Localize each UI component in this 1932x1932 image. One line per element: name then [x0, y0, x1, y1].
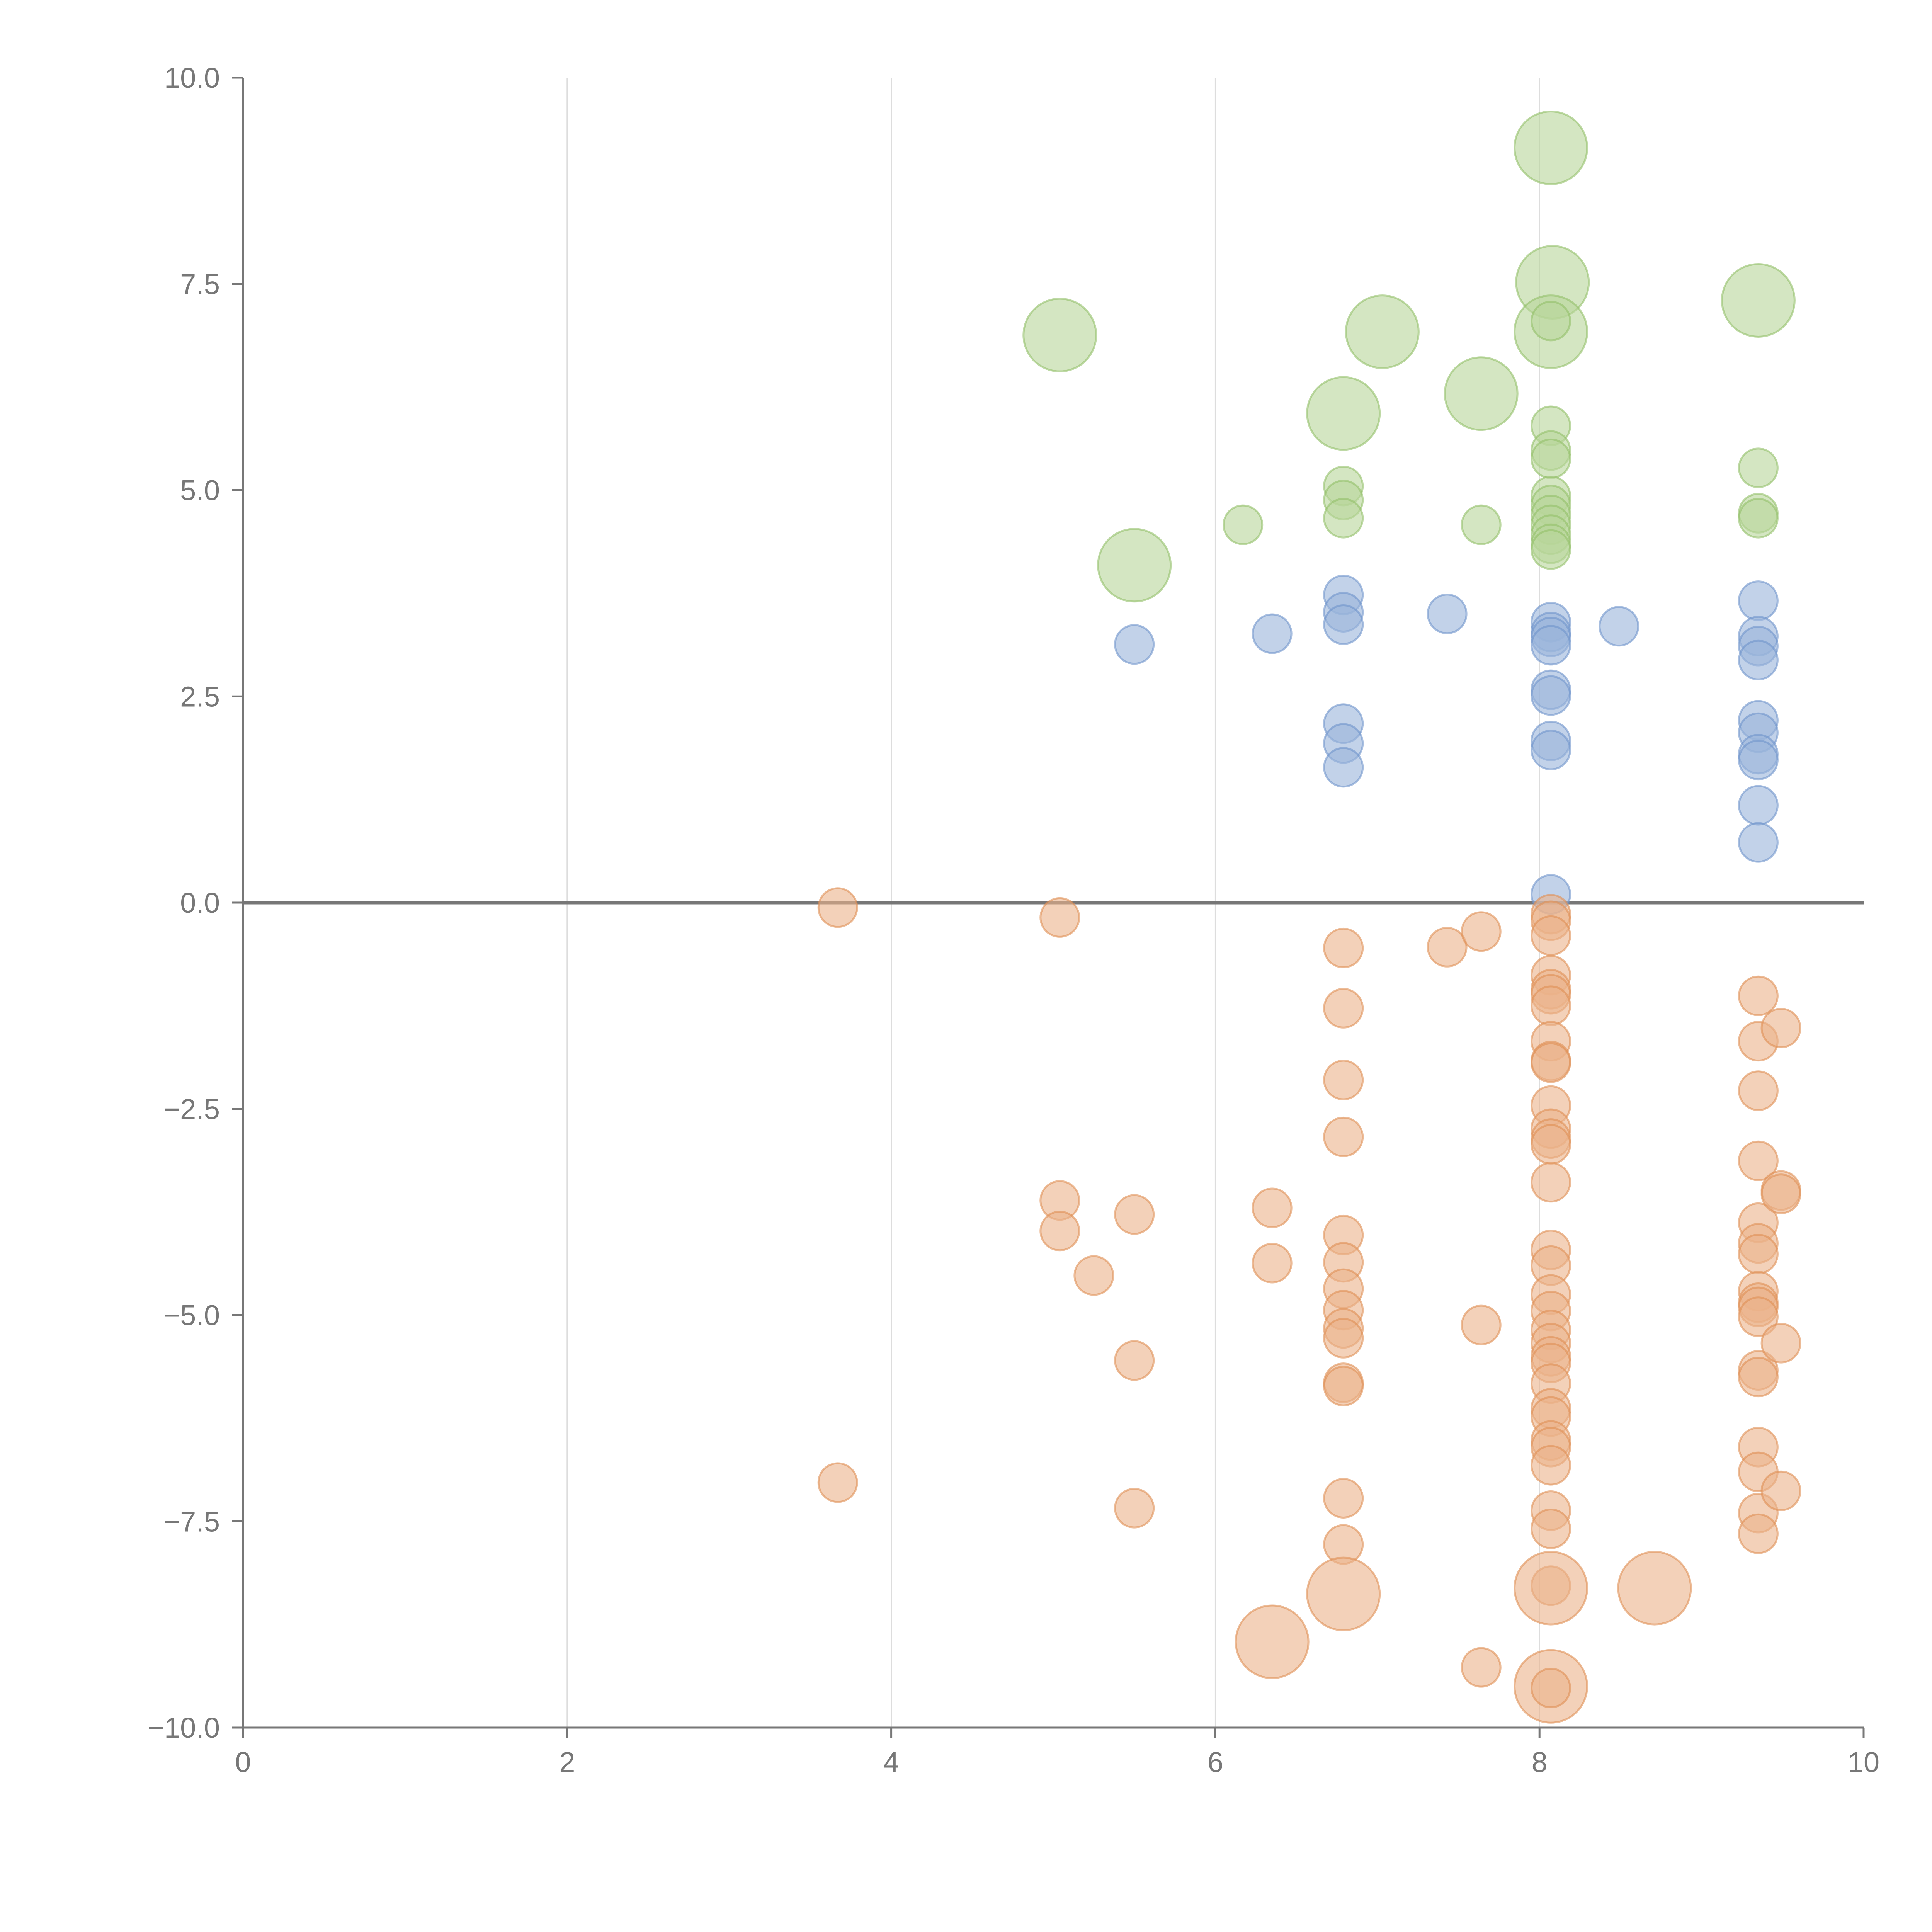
orange-point — [1252, 1187, 1293, 1228]
orange-point — [1531, 1162, 1571, 1203]
green-point — [1022, 298, 1097, 372]
orange-point — [1531, 985, 1571, 1026]
orange-point — [1323, 1478, 1364, 1519]
orange-point — [1760, 1173, 1801, 1214]
blue-point — [1738, 580, 1779, 621]
orange-point — [1531, 1124, 1571, 1165]
orange-point — [1323, 1116, 1364, 1157]
orange-point — [1461, 1647, 1502, 1688]
orange-point — [1461, 911, 1502, 952]
green-point — [1097, 528, 1172, 603]
green-point — [1461, 504, 1502, 545]
axes: 0 2 4 6 8 10 10.0 7.5 5.0 2.5 0.0 −2.5 −5.0 −7.5 −10.0 — [148, 62, 1879, 1778]
y-tick-label: 7.5 — [180, 268, 220, 300]
orange-point — [1235, 1604, 1310, 1679]
orange-point — [1738, 1234, 1779, 1275]
x-tick-label: 2 — [559, 1746, 575, 1778]
blue-point — [1427, 594, 1468, 634]
green-point — [1531, 301, 1571, 342]
x-tick-label: 4 — [883, 1746, 899, 1778]
orange-point — [1306, 1556, 1381, 1631]
orange-point — [1114, 1194, 1155, 1235]
orange-point — [1738, 975, 1779, 1016]
green-point — [1738, 498, 1779, 539]
blue-point — [1323, 747, 1364, 788]
orange-point — [1760, 1323, 1801, 1364]
green-point — [1306, 376, 1381, 451]
orange-point — [1531, 1042, 1571, 1083]
x-tick-label: 8 — [1532, 1746, 1548, 1778]
y-tick-label: 5.0 — [180, 474, 220, 507]
green-point — [1514, 110, 1588, 185]
y-tick-label: 2.5 — [180, 680, 220, 713]
orange-point — [1039, 897, 1080, 938]
orange-point — [1531, 1445, 1571, 1486]
green-point — [1223, 504, 1264, 545]
blue-point — [1599, 606, 1639, 647]
green-point — [1531, 529, 1571, 570]
orange-point — [1323, 988, 1364, 1029]
blue-point — [1252, 613, 1293, 654]
blue-point — [1738, 822, 1779, 863]
orange-point — [1531, 1668, 1571, 1709]
green-point — [1444, 356, 1519, 431]
green-point — [1721, 263, 1796, 338]
orange-point — [1323, 1318, 1364, 1359]
orange-point — [1461, 1304, 1502, 1345]
orange-point — [1252, 1243, 1293, 1284]
orange-point — [817, 1462, 858, 1503]
y-tick-label: −5.0 — [163, 1299, 220, 1332]
x-tick-label: 0 — [235, 1746, 251, 1778]
green-point — [1738, 447, 1779, 488]
blue-point — [1531, 675, 1571, 716]
y-tick-label: −7.5 — [163, 1505, 220, 1537]
orange-point — [1114, 1488, 1155, 1529]
x-tick-label: 6 — [1208, 1746, 1223, 1778]
blue-point — [1531, 625, 1571, 666]
orange-point — [1323, 1366, 1364, 1406]
blue-point — [1738, 740, 1779, 781]
orange-point — [1073, 1255, 1114, 1296]
orange-point — [1531, 915, 1571, 956]
y-tick-label: −10.0 — [148, 1712, 220, 1744]
orange-point — [1760, 1470, 1801, 1511]
orange-point — [1323, 1060, 1364, 1100]
orange-point — [1617, 1551, 1692, 1626]
y-tick-label: −2.5 — [163, 1093, 220, 1125]
y-tick-label: 10.0 — [164, 62, 220, 94]
orange-point — [817, 887, 858, 928]
orange-point — [1738, 1140, 1779, 1181]
orange-point — [1531, 1508, 1571, 1549]
orange-point — [1039, 1211, 1080, 1252]
x-tick-label: 10 — [1848, 1746, 1879, 1778]
blue-point — [1738, 785, 1779, 826]
y-tick-label: 0.0 — [180, 887, 220, 919]
orange-point — [1514, 1551, 1588, 1626]
blue-point — [1531, 730, 1571, 770]
blue-point — [1323, 604, 1364, 645]
orange-point — [1760, 1008, 1801, 1049]
orange-point — [1738, 1296, 1779, 1337]
orange-point — [1114, 1340, 1155, 1381]
orange-point — [1738, 1513, 1779, 1554]
green-point — [1345, 294, 1420, 369]
orange-point — [1323, 927, 1364, 968]
blue-point — [1738, 639, 1779, 680]
orange-point — [1738, 1357, 1779, 1398]
green-point — [1323, 498, 1364, 539]
green-point — [1531, 438, 1571, 479]
blue-point — [1114, 624, 1155, 665]
orange-point — [1427, 927, 1468, 968]
orange-point — [1738, 1070, 1779, 1111]
data-points — [817, 110, 1801, 1724]
